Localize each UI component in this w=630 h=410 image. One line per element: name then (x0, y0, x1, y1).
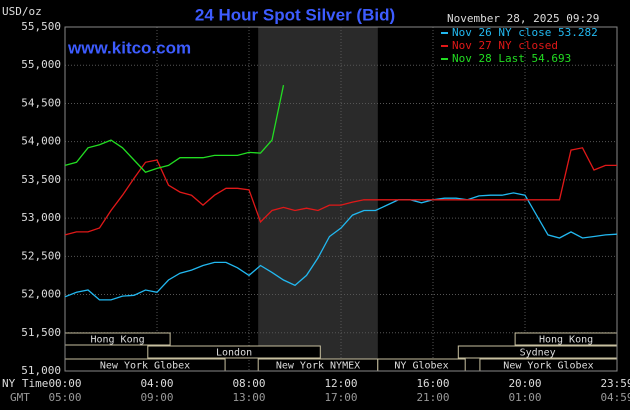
x-tick-label-gmt: 17:00 (324, 391, 357, 404)
x-tick-label: 23:59 (600, 377, 630, 390)
session-box (147, 345, 321, 359)
legend-label: Nov 26 NY close 53.282 (452, 26, 598, 39)
plot-border (64, 26, 618, 372)
x-tick-label: 00:00 (48, 377, 81, 390)
x-tick-label: 08:00 (232, 377, 265, 390)
y-tick-label: 51,500 (21, 326, 61, 339)
shaded-region (258, 27, 378, 371)
x-tick-label: 04:00 (140, 377, 173, 390)
y-tick-label: 52,500 (21, 249, 61, 262)
y-tick-label: 52,000 (21, 288, 61, 301)
x-row-label: GMT (10, 391, 30, 404)
session-label: New York NYMEX (276, 361, 360, 372)
series-line (64, 84, 285, 173)
session-label: NY Globex (394, 361, 448, 372)
x-tick-label-gmt: 09:00 (140, 391, 173, 404)
y-tick-label: 51,000 (21, 364, 61, 377)
x-tick-label: 16:00 (416, 377, 449, 390)
x-tick-label: 12:00 (324, 377, 357, 390)
session-label: London (216, 348, 252, 359)
x-tick-label-gmt: 05:00 (48, 391, 81, 404)
y-tick-label: 55,500 (21, 20, 61, 33)
watermark: www.kitco.com (67, 38, 191, 57)
y-tick-label: 53,000 (21, 211, 61, 224)
chart-title: 24 Hour Spot Silver (Bid) (195, 5, 395, 24)
session-label: Hong Kong (539, 335, 593, 346)
session-label: New York Globex (503, 361, 593, 372)
x-tick-label-gmt: 04:59 (600, 391, 630, 404)
y-tick-label: 53,500 (21, 173, 61, 186)
session-label: New York Globex (100, 361, 190, 372)
legend-label: Nov 28 Last 54.693 (452, 52, 571, 65)
series-line (64, 192, 618, 301)
y-tick-label: 54,000 (21, 135, 61, 148)
x-row-label: NY Time (2, 377, 48, 390)
session-label: Sydney (520, 348, 556, 359)
x-tick-label: 20:00 (508, 377, 541, 390)
y-tick-label: 54,500 (21, 96, 61, 109)
y-tick-label: 55,000 (21, 58, 61, 71)
session-label: Hong Kong (90, 335, 144, 346)
legend-label: Nov 27 NY closed (452, 39, 558, 52)
y-axis-label: USD/oz (2, 5, 42, 18)
x-tick-label-gmt: 13:00 (232, 391, 265, 404)
series-line (64, 147, 617, 236)
timestamp: November 28, 2025 09:29 (447, 12, 599, 25)
x-tick-label-gmt: 21:00 (416, 391, 449, 404)
x-tick-label-gmt: 01:00 (508, 391, 541, 404)
